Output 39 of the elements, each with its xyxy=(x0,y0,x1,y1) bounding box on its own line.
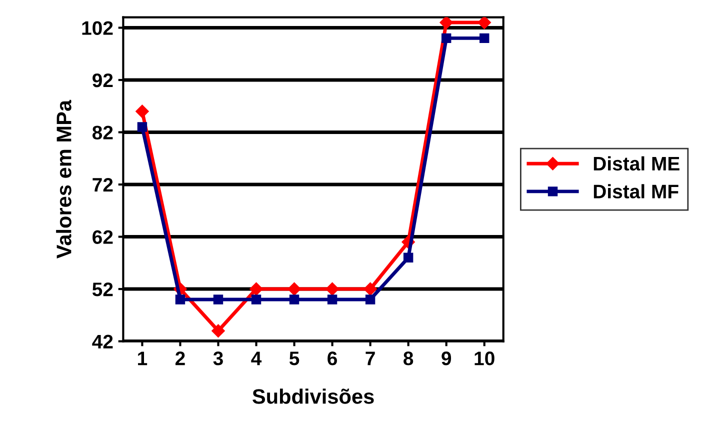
y-tick-label: 72 xyxy=(92,178,113,192)
x-tick-label: 1 xyxy=(138,352,148,366)
point xyxy=(479,33,490,44)
point xyxy=(326,282,339,296)
x-tick-label: 5 xyxy=(289,352,300,366)
point xyxy=(364,282,377,296)
point xyxy=(365,294,376,304)
x-tick-label: 2 xyxy=(175,352,185,366)
x-tick-label: 4 xyxy=(251,352,262,366)
point xyxy=(213,294,224,304)
y-tick-label: 82 xyxy=(92,126,113,140)
point xyxy=(175,294,186,304)
x-tick-label: 7 xyxy=(366,352,375,366)
point xyxy=(327,294,338,304)
point xyxy=(289,294,300,304)
x-tick-label: 10 xyxy=(474,352,494,366)
x-tick-label: 8 xyxy=(404,352,414,366)
point xyxy=(136,104,149,118)
point xyxy=(441,33,452,44)
y-tick-label: 62 xyxy=(92,230,113,244)
x-axis-title: Subdivisões xyxy=(252,388,374,404)
point xyxy=(403,252,414,263)
y-tick-label: 102 xyxy=(82,21,113,35)
y-axis-title: Valores em MPa xyxy=(56,100,72,258)
point xyxy=(440,17,453,30)
y-tick-label: 42 xyxy=(92,334,113,348)
point xyxy=(137,122,148,132)
x-tick-label: 6 xyxy=(328,352,337,366)
point xyxy=(250,282,263,296)
x-tick-label: 9 xyxy=(442,352,452,366)
legend-label: Distal MF xyxy=(594,184,678,198)
y-tick-label: 52 xyxy=(92,282,113,296)
point xyxy=(478,17,491,30)
legend-label: Distal ME xyxy=(594,156,680,171)
x-tick-label: 3 xyxy=(213,352,223,366)
y-tick-label: 92 xyxy=(92,73,113,88)
point xyxy=(251,294,262,304)
point xyxy=(212,324,225,338)
point xyxy=(288,282,301,296)
